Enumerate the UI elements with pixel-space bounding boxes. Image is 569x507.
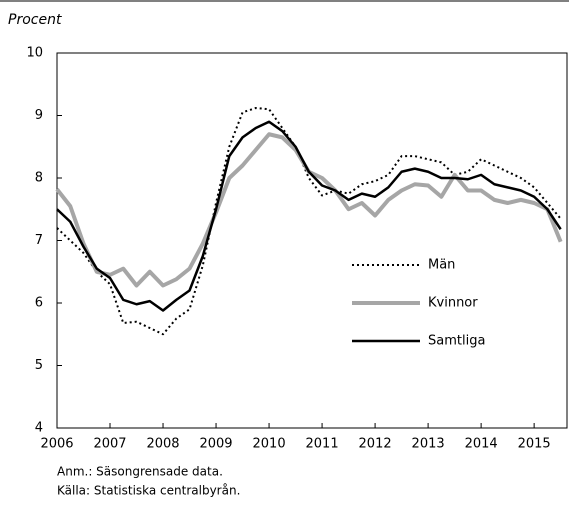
- note: Källa: Statistiska centralbyrån.: [57, 484, 240, 498]
- y-axis-label: Procent: [8, 12, 62, 28]
- x-tick-label: 2011: [306, 437, 339, 452]
- legend-label: Kvinnor: [428, 296, 478, 311]
- line-series: [56, 107, 562, 336]
- x-tick-label: 2010: [253, 437, 286, 452]
- line-series: [55, 132, 563, 288]
- x-tick-label: 2007: [93, 437, 126, 452]
- legend-label: Män: [428, 258, 455, 273]
- x-tick-label: 2006: [40, 437, 73, 452]
- x-tick-label: 2013: [412, 437, 445, 452]
- x-tick-label: 2008: [146, 437, 179, 452]
- x-tick-label: 2009: [199, 437, 232, 452]
- y-tick-label: 10: [26, 46, 43, 61]
- note: Anm.: Säsongrensade data.: [57, 465, 223, 479]
- y-tick-label: 5: [35, 358, 43, 373]
- line-series: [56, 120, 562, 312]
- y-tick-label: 8: [35, 171, 43, 186]
- x-tick-label: 2012: [359, 437, 392, 452]
- x-tick-label: 2014: [465, 437, 498, 452]
- y-tick-label: 4: [35, 421, 43, 436]
- y-tick-label: 6: [35, 296, 43, 311]
- y-tick-label: 9: [35, 108, 43, 123]
- plot-frame: [56, 52, 568, 429]
- y-tick-label: 7: [35, 233, 43, 248]
- legend-label: Samtliga: [428, 334, 485, 349]
- x-tick-label: 2015: [518, 437, 551, 452]
